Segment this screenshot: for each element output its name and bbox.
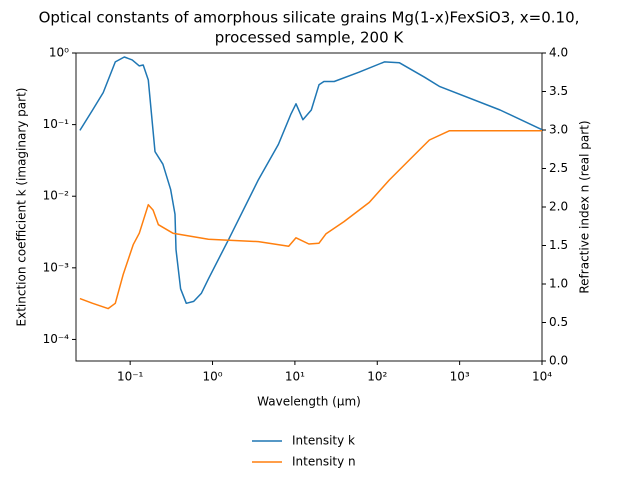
data-line	[79, 130, 542, 310]
y-tick-label: 10⁻⁴	[43, 332, 70, 346]
y2-tick-label: 2.0	[549, 200, 568, 214]
y-axis-label: Extinction coefficient k (imaginary part…	[15, 88, 29, 327]
x-tick-label: 10⁻¹	[117, 370, 144, 384]
x-tick-label: 10⁴	[532, 370, 552, 384]
x-tick-label: 10¹	[285, 370, 305, 384]
y2-tick-label: 3.5	[549, 84, 568, 98]
y2-tick-label: 1.5	[549, 238, 568, 252]
y2-tick-label: 1.0	[549, 277, 568, 291]
x-axis-label: Wavelength (μm)	[257, 395, 361, 409]
plot-frame	[75, 52, 543, 362]
chart-title: processed sample, 200 K	[215, 29, 405, 47]
legend-label: Intensity k	[292, 434, 355, 448]
y2-axis-label: Refractive index n (real part)	[578, 120, 592, 293]
y2-tick-label: 2.5	[549, 161, 568, 175]
y2-tick-label: 4.0	[549, 46, 568, 60]
x-tick-label: 10⁰	[202, 370, 222, 384]
y2-tick-label: 0.0	[549, 354, 568, 368]
chart-title: Optical constants of amorphous silicate …	[39, 9, 580, 27]
y2-tick-label: 0.5	[549, 315, 568, 329]
legend-label: Intensity n	[292, 455, 356, 469]
data-line	[79, 56, 543, 305]
y-tick-label: 10⁻²	[43, 189, 70, 203]
y-tick-label: 10⁰	[49, 46, 69, 60]
y-tick-label: 10⁻³	[43, 260, 70, 274]
x-tick-label: 10²	[367, 370, 387, 384]
y2-tick-label: 3.0	[549, 123, 568, 137]
y-tick-label: 10⁻¹	[43, 117, 70, 131]
x-tick-label: 10³	[450, 370, 470, 384]
